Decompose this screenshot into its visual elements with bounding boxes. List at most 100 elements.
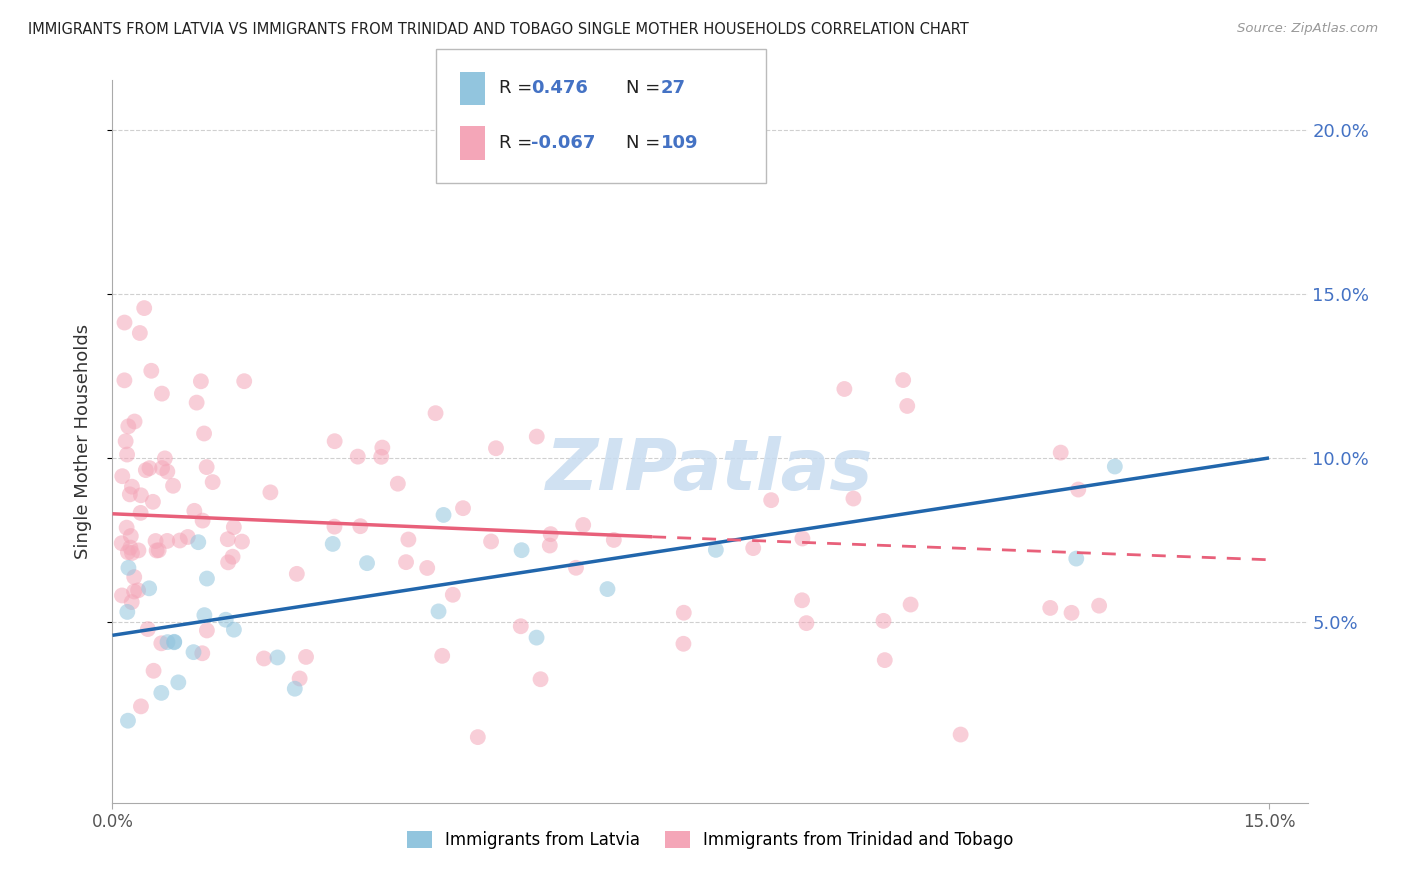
Point <box>526 631 548 645</box>
Point <box>432 648 454 663</box>
Point <box>177 530 200 544</box>
Point <box>427 604 450 618</box>
Point <box>395 555 418 569</box>
Point <box>191 646 214 660</box>
Point <box>672 637 695 651</box>
Point <box>792 532 814 546</box>
Point <box>510 543 533 558</box>
Point <box>163 635 186 649</box>
Point <box>117 605 139 619</box>
Point <box>441 588 464 602</box>
Point <box>742 541 765 555</box>
Point <box>872 614 894 628</box>
Point <box>163 635 186 649</box>
Point <box>145 543 167 558</box>
Point <box>323 434 346 449</box>
Text: IMMIGRANTS FROM LATVIA VS IMMIGRANTS FROM TRINIDAD AND TOBAGO SINGLE MOTHER HOUS: IMMIGRANTS FROM LATVIA VS IMMIGRANTS FRO… <box>28 22 969 37</box>
Point <box>284 681 307 696</box>
Point <box>135 463 157 477</box>
Point <box>1088 599 1111 613</box>
Point <box>896 399 918 413</box>
Text: -0.067: -0.067 <box>531 135 596 153</box>
Point <box>129 699 152 714</box>
Point <box>195 572 218 586</box>
Point <box>167 675 190 690</box>
Point <box>416 561 439 575</box>
Point <box>121 546 143 560</box>
Point <box>183 645 205 659</box>
Point <box>790 593 813 607</box>
Point <box>596 582 619 596</box>
Point <box>156 533 179 548</box>
Point <box>183 504 205 518</box>
Point <box>215 613 238 627</box>
Point <box>1060 606 1083 620</box>
Point <box>142 664 165 678</box>
Point <box>115 448 138 462</box>
Y-axis label: Single Mother Households: Single Mother Households <box>73 324 91 559</box>
Point <box>529 672 551 686</box>
Point <box>201 475 224 489</box>
Point <box>396 533 419 547</box>
Text: N =: N = <box>626 135 659 153</box>
Point <box>222 623 245 637</box>
Point <box>120 541 142 555</box>
Point <box>233 374 256 388</box>
Point <box>253 651 276 665</box>
Point <box>285 566 308 581</box>
Point <box>1067 483 1090 497</box>
Point <box>138 582 160 596</box>
Point <box>451 501 474 516</box>
Point <box>603 533 626 547</box>
Point <box>1064 551 1087 566</box>
Point <box>217 555 239 569</box>
Point <box>156 465 179 479</box>
Point <box>134 301 156 315</box>
Point <box>834 382 856 396</box>
Point <box>121 480 143 494</box>
Point <box>148 543 170 558</box>
Point <box>759 493 782 508</box>
Point <box>259 485 281 500</box>
Point <box>124 415 146 429</box>
Point <box>672 606 695 620</box>
Text: 0.476: 0.476 <box>531 79 588 97</box>
Point <box>467 730 489 744</box>
Point <box>117 545 139 559</box>
Point <box>479 534 502 549</box>
Point <box>1039 601 1062 615</box>
Point <box>217 533 239 547</box>
Point <box>873 653 896 667</box>
Point <box>193 426 215 441</box>
Point <box>118 487 141 501</box>
Point <box>169 533 191 548</box>
Text: 109: 109 <box>661 135 699 153</box>
Point <box>114 434 136 449</box>
Point <box>288 672 311 686</box>
Point <box>121 595 143 609</box>
Point <box>222 520 245 534</box>
Point <box>120 529 142 543</box>
Point <box>191 514 214 528</box>
Point <box>195 460 218 475</box>
Point <box>112 373 135 387</box>
Text: N =: N = <box>626 79 659 97</box>
Point <box>150 636 173 650</box>
Point <box>111 469 134 483</box>
Point <box>231 534 253 549</box>
Point <box>572 518 595 533</box>
Point <box>162 479 184 493</box>
Text: R =: R = <box>499 135 533 153</box>
Point <box>1104 459 1126 474</box>
Point <box>891 373 914 387</box>
Point <box>187 535 209 549</box>
Point <box>186 395 208 409</box>
Point <box>117 561 139 575</box>
Point <box>142 495 165 509</box>
Point <box>346 450 368 464</box>
Point <box>540 527 562 541</box>
Point <box>111 536 134 550</box>
Point <box>221 549 243 564</box>
Point <box>128 326 150 340</box>
Point <box>349 519 371 533</box>
